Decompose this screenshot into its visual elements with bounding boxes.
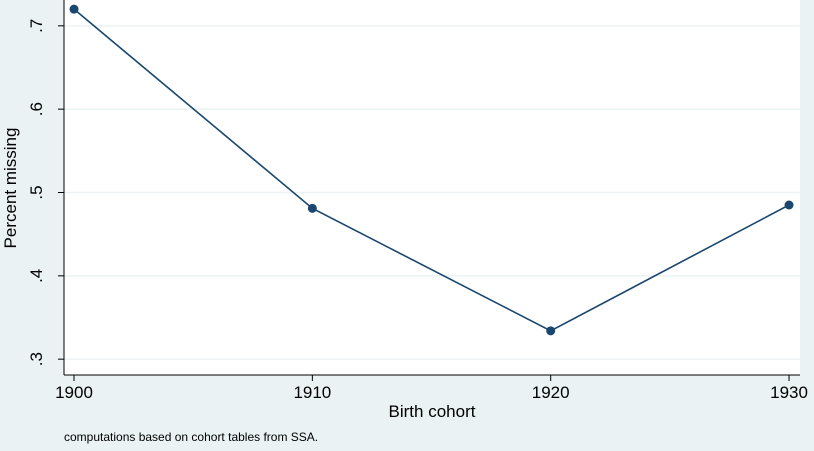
plot-area: [64, 0, 800, 375]
x-axis-title: Birth cohort: [389, 402, 476, 421]
y-tick-label: .3: [27, 352, 46, 366]
y-tick-label: .7: [27, 19, 46, 33]
marker: [307, 203, 317, 213]
x-tick-label: 1930: [770, 383, 808, 402]
marker: [546, 326, 556, 336]
marker: [69, 4, 79, 14]
x-tick-label: 1900: [55, 383, 93, 402]
y-tick-label: .5: [27, 185, 46, 199]
x-tick-label: 1920: [532, 383, 570, 402]
y-tick-label: .6: [27, 102, 46, 116]
marker: [784, 200, 794, 210]
note: computations based on cohort tables from…: [64, 430, 318, 444]
y-tick-label: .4: [27, 269, 46, 283]
line: [73, 8, 790, 332]
y-axis-title: Percent missing: [1, 128, 20, 249]
x-tick-label: 1910: [293, 383, 331, 402]
